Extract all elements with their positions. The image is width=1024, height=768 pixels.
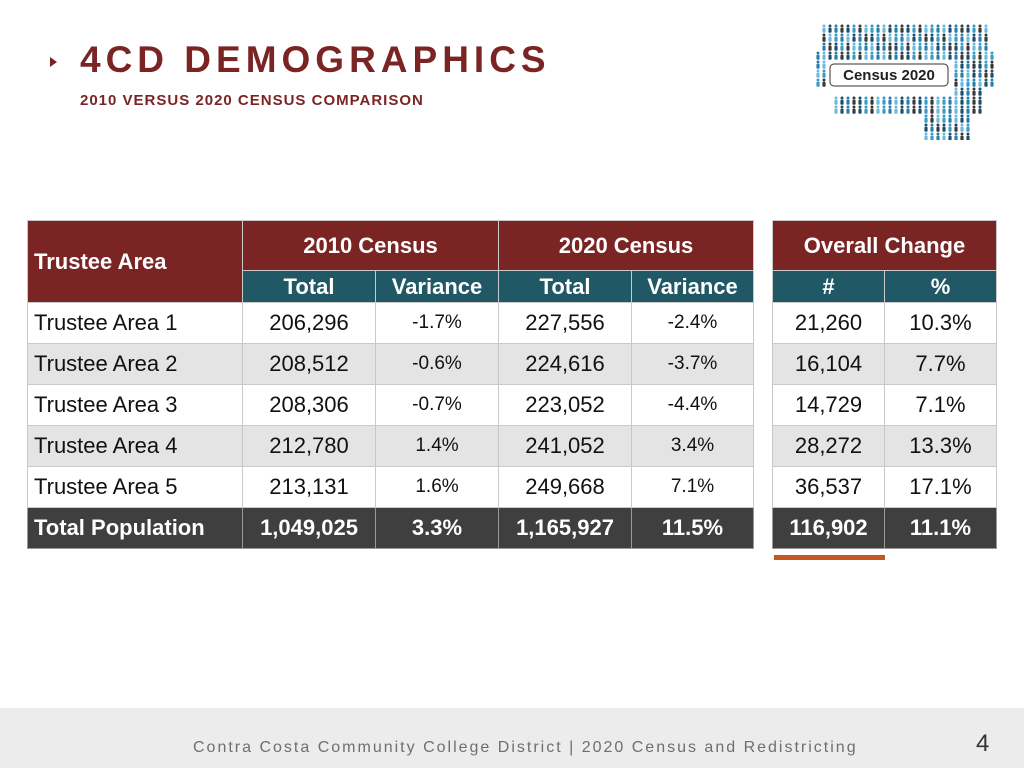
change-percent: 7.7% — [884, 343, 997, 385]
trustee-area-name: Trustee Area 2 — [27, 343, 243, 385]
change-number: 21,260 — [772, 302, 885, 344]
change-percent: 10.3% — [884, 302, 997, 344]
header-2020-variance: Variance — [631, 270, 754, 303]
header-change-percent: % — [884, 270, 997, 303]
census-comparison-table: Trustee Area 2010 Census 2020 Census Tot… — [27, 220, 754, 549]
table-row: Trustee Area 4 212,780 1.4% 241,052 3.4% — [27, 425, 754, 467]
census-2020-logo: Census 2020 — [816, 24, 994, 140]
total-2020: 224,616 — [498, 343, 632, 385]
table-row: 21,260 10.3% — [772, 302, 997, 344]
change-percent: 7.1% — [884, 384, 997, 426]
variance-2020: 11.5% — [631, 507, 754, 549]
change-number: 116,902 — [772, 507, 885, 549]
table-row: Trustee Area 1 206,296 -1.7% 227,556 -2.… — [27, 302, 754, 344]
total-2010: 206,296 — [242, 302, 376, 344]
table-row: Trustee Area 2 208,512 -0.6% 224,616 -3.… — [27, 343, 754, 385]
footer-text: Contra Costa Community College District … — [193, 739, 858, 756]
variance-2010: -0.7% — [375, 384, 499, 426]
trustee-area-name: Trustee Area 1 — [27, 302, 243, 344]
trustee-area-name: Trustee Area 5 — [27, 466, 243, 508]
title-bullet-icon — [50, 57, 57, 67]
total-label: Total Population — [27, 507, 243, 549]
total-2010: 212,780 — [242, 425, 376, 467]
page-title: 4CD DEMOGRAPHICS — [80, 39, 551, 80]
total-2020: 1,165,927 — [498, 507, 632, 549]
logo-label-box — [829, 63, 949, 87]
page-subtitle: 2010 VERSUS 2020 CENSUS COMPARISON — [80, 92, 424, 109]
change-number: 36,537 — [772, 466, 885, 508]
total-2020: 241,052 — [498, 425, 632, 467]
page-number: 4 — [976, 730, 990, 757]
table-row: Trustee Area 3 208,306 -0.7% 223,052 -4.… — [27, 384, 754, 426]
variance-2020: -2.4% — [631, 302, 754, 344]
header-2010-census: 2010 Census — [242, 220, 499, 271]
table-row: 36,537 17.1% — [772, 466, 997, 508]
variance-2010: 1.6% — [375, 466, 499, 508]
total-2020: 249,668 — [498, 466, 632, 508]
variance-2010: -1.7% — [375, 302, 499, 344]
variance-2020: 3.4% — [631, 425, 754, 467]
total-row: Total Population 1,049,025 3.3% 1,165,92… — [27, 507, 754, 549]
variance-2020: 7.1% — [631, 466, 754, 508]
total-2010: 213,131 — [242, 466, 376, 508]
total-2010: 208,512 — [242, 343, 376, 385]
table-row: 28,272 13.3% — [772, 425, 997, 467]
header-2010-variance: Variance — [375, 270, 499, 303]
change-number: 28,272 — [772, 425, 885, 467]
header-trustee-area: Trustee Area — [27, 220, 243, 303]
total-2020: 223,052 — [498, 384, 632, 426]
header-2020-total: Total — [498, 270, 632, 303]
change-percent: 17.1% — [884, 466, 997, 508]
header-change-number: # — [772, 270, 885, 303]
change-number: 14,729 — [772, 384, 885, 426]
variance-2010: 1.4% — [375, 425, 499, 467]
overall-change-table: Overall Change # % 21,260 10.3% 16,104 7… — [772, 220, 997, 549]
trustee-area-name: Trustee Area 4 — [27, 425, 243, 467]
table-row: Trustee Area 5 213,131 1.6% 249,668 7.1% — [27, 466, 754, 508]
variance-2020: -4.4% — [631, 384, 754, 426]
variance-2020: -3.7% — [631, 343, 754, 385]
trustee-area-name: Trustee Area 3 — [27, 384, 243, 426]
total-2010: 208,306 — [242, 384, 376, 426]
change-percent: 13.3% — [884, 425, 997, 467]
total-row: 116,902 11.1% — [772, 507, 997, 549]
table-row: 14,729 7.1% — [772, 384, 997, 426]
header-2010-total: Total — [242, 270, 376, 303]
table-row: 16,104 7.7% — [772, 343, 997, 385]
change-number: 16,104 — [772, 343, 885, 385]
highlight-underline — [774, 555, 885, 560]
change-percent: 11.1% — [884, 507, 997, 549]
header-2020-census: 2020 Census — [498, 220, 754, 271]
logo-people-map-icon — [816, 24, 994, 140]
logo-label: Census 2020 — [843, 67, 935, 84]
header-overall-change: Overall Change — [772, 220, 997, 271]
footer: Contra Costa Community College District … — [0, 708, 1024, 768]
variance-2010: 3.3% — [375, 507, 499, 549]
variance-2010: -0.6% — [375, 343, 499, 385]
total-2010: 1,049,025 — [242, 507, 376, 549]
total-2020: 227,556 — [498, 302, 632, 344]
